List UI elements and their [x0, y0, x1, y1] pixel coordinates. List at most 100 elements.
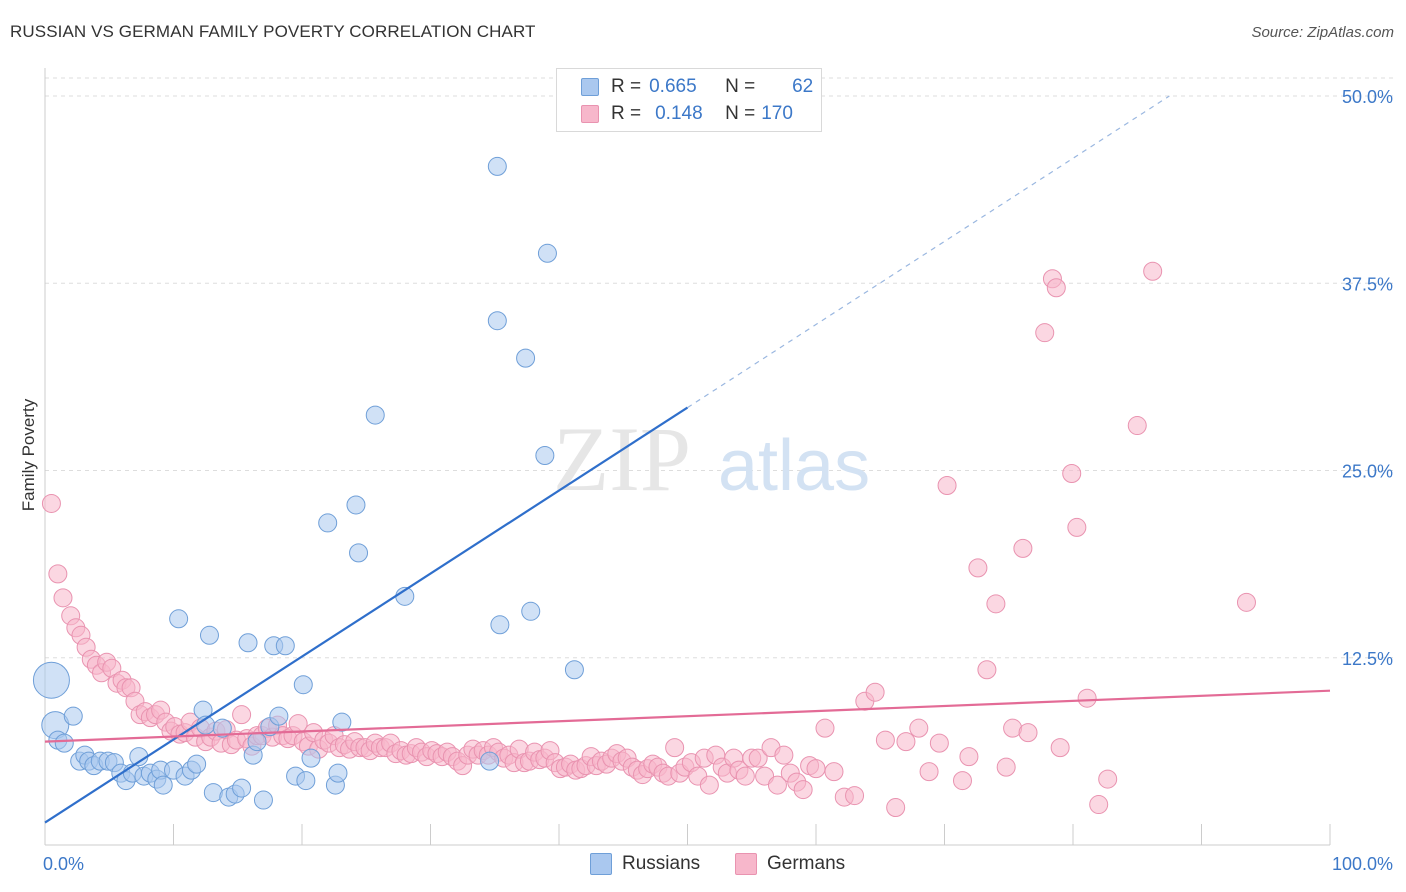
germans-swatch	[581, 105, 599, 123]
germans-point	[1077, 688, 1097, 708]
russians-point	[365, 405, 385, 425]
germans-point	[41, 493, 61, 513]
russians-point	[32, 661, 70, 699]
germans-point	[929, 733, 949, 753]
germans-point	[896, 732, 916, 752]
germans-point	[288, 714, 308, 734]
chart-title: RUSSIAN VS GERMAN FAMILY POVERTY CORRELA…	[10, 22, 536, 41]
germans-point	[815, 718, 835, 738]
germans-point	[986, 594, 1006, 614]
russians-n-label: N =	[725, 76, 756, 97]
watermark: ZIP atlas	[553, 408, 870, 510]
legend-row-germans: R = 0.148 N = 170	[581, 102, 801, 126]
russians-point	[521, 601, 541, 621]
germans-point	[1013, 538, 1033, 558]
germans-point	[1035, 323, 1055, 343]
watermark-atlas: atlas	[718, 426, 870, 506]
germans-point	[665, 738, 685, 758]
russians-legend-swatch	[590, 853, 612, 875]
russians-point	[349, 543, 369, 563]
legend-item-russians: Russians	[590, 852, 700, 876]
russians-point	[516, 348, 536, 368]
germans-point	[977, 660, 997, 680]
russians-point	[490, 615, 510, 635]
germans-point	[735, 766, 755, 786]
russians-point	[293, 675, 313, 695]
germans-point	[1143, 261, 1163, 281]
x-tick-label: 100.0%	[1332, 854, 1393, 874]
russians-point	[232, 778, 252, 798]
germans-point	[53, 588, 73, 608]
russians-point	[153, 775, 173, 795]
germans-point	[996, 757, 1016, 777]
germans-n-label: N =	[725, 103, 756, 124]
russians-trend-extension	[687, 95, 1170, 409]
germans-point	[1098, 769, 1118, 789]
germans-trend-line	[44, 689, 1331, 743]
legend-item-germans: Germans	[735, 852, 845, 876]
russians-trend-line	[44, 406, 689, 824]
y-axis-label: Family Poverty	[19, 398, 38, 511]
y-tick-label: 37.5%	[1342, 274, 1393, 294]
germans-point	[1236, 592, 1256, 612]
germans-point	[767, 775, 787, 795]
germans-point	[774, 745, 794, 765]
germans-n-value: 170	[761, 103, 793, 124]
germans-r-label: R =	[611, 103, 642, 124]
russians-point	[238, 633, 258, 653]
russians-point	[564, 660, 584, 680]
germans-point	[232, 705, 252, 725]
y-tick-label: 50.0%	[1342, 87, 1393, 107]
russians-r-value: 0.665	[649, 76, 697, 97]
russians-point	[296, 771, 316, 791]
germans-point	[1050, 738, 1070, 758]
germans-point	[1062, 463, 1082, 483]
source-label: Source: ZipAtlas.com	[1251, 24, 1394, 41]
russians-point	[63, 706, 83, 726]
germans-point	[824, 762, 844, 782]
germans-point	[952, 771, 972, 791]
russians-r-label: R =	[611, 76, 642, 97]
russians-point	[199, 625, 219, 645]
russians-point	[169, 609, 189, 629]
russians-point	[54, 733, 74, 753]
germans-point	[886, 798, 906, 818]
axes	[44, 68, 1331, 846]
russians-point	[212, 718, 232, 738]
russians-point	[269, 706, 289, 726]
germans-legend-swatch	[735, 853, 757, 875]
russians-point	[301, 748, 321, 768]
germans-point	[48, 564, 68, 584]
russians-point	[247, 732, 267, 752]
germans-point	[845, 786, 865, 806]
germans-point	[1089, 795, 1109, 815]
russians-legend-label: Russians	[622, 853, 701, 874]
russians-point	[187, 754, 207, 774]
germans-point	[1127, 416, 1147, 436]
trend-lines	[44, 95, 1331, 824]
germans-point	[793, 780, 813, 800]
russians-points	[32, 156, 584, 810]
germans-legend-label: Germans	[767, 853, 846, 874]
watermark-zip: ZIP	[553, 408, 691, 510]
russians-point	[275, 636, 295, 656]
germans-point	[748, 748, 768, 768]
legend-row-russians: R = 0.665 N = 62	[581, 75, 813, 99]
germans-point	[865, 682, 885, 702]
germans-point	[968, 558, 988, 578]
russians-point	[332, 712, 352, 732]
russians-point	[537, 243, 557, 263]
germans-point	[959, 747, 979, 767]
russians-point	[328, 763, 348, 783]
germans-point	[806, 759, 826, 779]
germans-r-value: 0.148	[655, 103, 703, 124]
russians-point	[253, 790, 273, 810]
stats-legend: R = 0.665 N = 62 R = 0.148 N = 170	[556, 68, 822, 132]
germans-point	[937, 475, 957, 495]
russians-point	[346, 495, 366, 515]
y-tick-label: 12.5%	[1342, 649, 1393, 669]
y-tick-label: 25.0%	[1342, 462, 1393, 482]
russians-point	[480, 751, 500, 771]
russians-point	[487, 311, 507, 331]
